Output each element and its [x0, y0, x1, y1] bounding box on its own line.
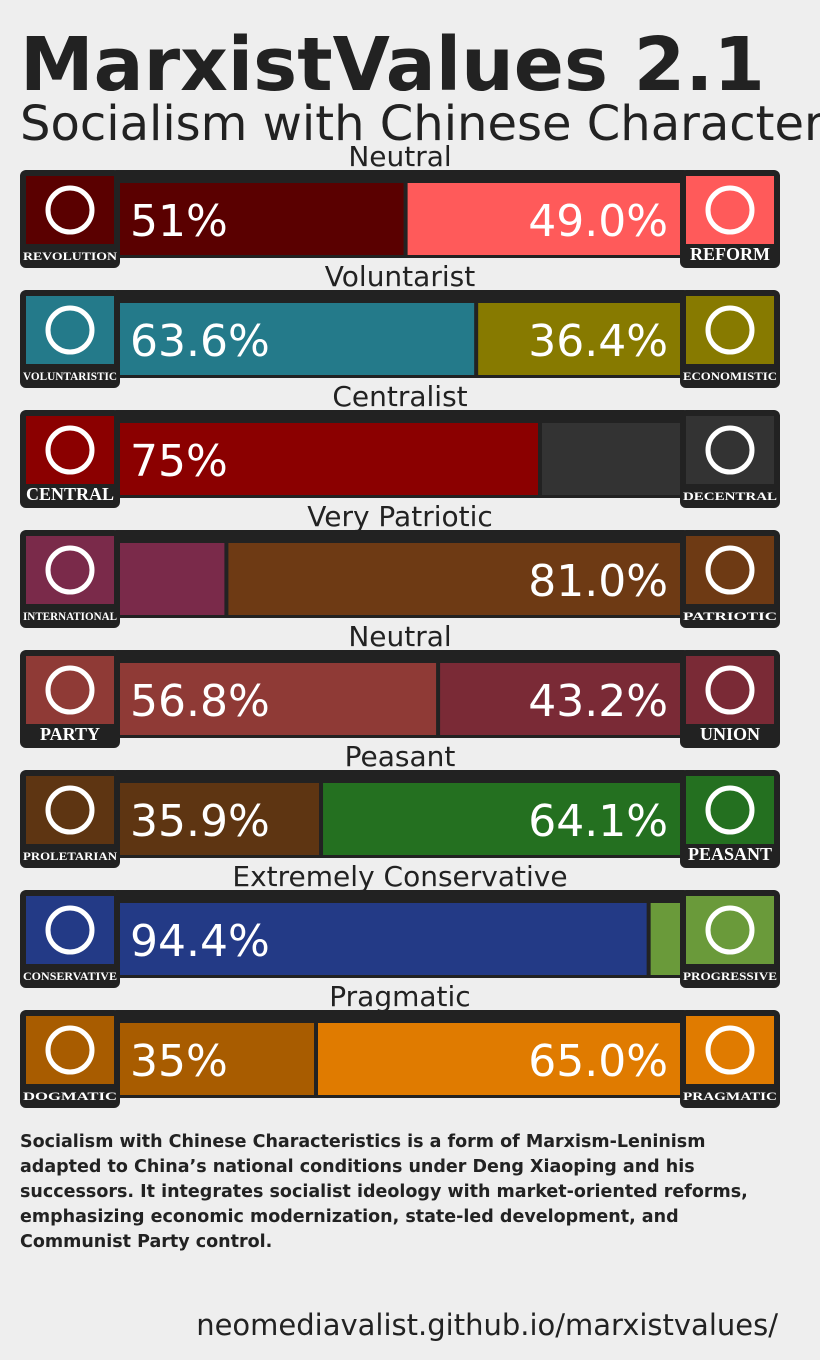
icon-glyph — [705, 305, 755, 355]
axis-label: Centralist — [332, 380, 467, 413]
icon-label: DOGMATIC — [23, 1089, 117, 1103]
icon-glyph — [45, 185, 95, 235]
title: MarxistValues 2.1 — [20, 22, 765, 108]
icon-label: INTERNATIONAL — [23, 609, 117, 623]
left-segment — [120, 303, 475, 375]
right-segment — [440, 663, 680, 735]
left-segment — [120, 543, 225, 615]
icon-glyph — [45, 305, 95, 355]
icon-label: REVOLUTION — [23, 249, 117, 263]
right-segment — [228, 543, 680, 615]
axis-label: Pragmatic — [329, 980, 470, 1013]
icon-label: DECENTRAL — [683, 489, 777, 503]
icon-label: VOLUNTARISTIC — [23, 369, 117, 383]
icon-glyph — [705, 425, 755, 475]
footer: neomediavalist.github.io/marxistvalues/ — [196, 1308, 778, 1342]
icon-glyph — [705, 785, 755, 835]
right-segment — [323, 783, 680, 855]
left-value-label: 94.4% — [130, 916, 270, 967]
right-segment — [650, 903, 680, 975]
icon-glyph — [45, 545, 95, 595]
right-value-label: 65.0% — [528, 1036, 668, 1087]
left-value-label: 63.6% — [130, 316, 270, 367]
right-segment — [478, 303, 680, 375]
icon-label: REFORM — [690, 244, 770, 264]
left-segment — [120, 903, 647, 975]
icon-glyph — [45, 665, 95, 715]
axis-label: Voluntarist — [325, 260, 475, 293]
left-segment — [120, 423, 538, 495]
icon-label: UNION — [700, 724, 760, 744]
right-value-label: 43.2% — [528, 676, 668, 727]
axis-label: Peasant — [345, 740, 456, 773]
right-value-label: 49.0% — [528, 196, 668, 247]
icon-glyph — [45, 905, 95, 955]
axis-label: Extremely Conservative — [232, 860, 567, 893]
icon-label: CONSERVATIVE — [23, 969, 117, 983]
icon-label: PRAGMATIC — [683, 1089, 777, 1103]
left-segment — [120, 183, 404, 255]
right-value-label: 81.0% — [528, 556, 668, 607]
left-segment — [120, 783, 320, 855]
icon-glyph — [705, 545, 755, 595]
description: Socialism with Chinese Characteristics i… — [20, 1132, 748, 1252]
right-segment — [542, 423, 680, 495]
left-segment — [120, 1023, 314, 1095]
icon-label: ECONOMISTIC — [683, 369, 777, 383]
axis-label: Very Patriotic — [307, 500, 493, 533]
icon-label: PATRIOTIC — [683, 609, 777, 623]
icon-glyph — [705, 905, 755, 955]
left-segment — [120, 663, 437, 735]
icon-label: CENTRAL — [26, 484, 114, 504]
icon-glyph — [45, 425, 95, 475]
left-value-label: 51% — [130, 196, 228, 247]
axis-label: Neutral — [348, 140, 451, 173]
icon-glyph — [705, 665, 755, 715]
subtitle: Socialism with Chinese Characteristics — [20, 96, 820, 152]
icon-glyph — [45, 785, 95, 835]
left-value-label: 35.9% — [130, 796, 270, 847]
axis-label: Neutral — [348, 620, 451, 653]
left-value-label: 35% — [130, 1036, 228, 1087]
right-segment — [318, 1023, 680, 1095]
icon-label: PROGRESSIVE — [683, 969, 777, 983]
right-value-label: 64.1% — [528, 796, 668, 847]
icon-glyph — [45, 1025, 95, 1075]
right-value-label: 36.4% — [528, 316, 668, 367]
icon-label: PARTY — [40, 724, 100, 744]
right-segment — [407, 183, 680, 255]
icon-label: PEASANT — [688, 844, 772, 864]
icon-glyph — [705, 1025, 755, 1075]
icon-glyph — [705, 185, 755, 235]
left-value-label: 56.8% — [130, 676, 270, 727]
left-value-label: 75% — [130, 436, 228, 487]
icon-label: PROLETARIAN — [23, 849, 117, 863]
